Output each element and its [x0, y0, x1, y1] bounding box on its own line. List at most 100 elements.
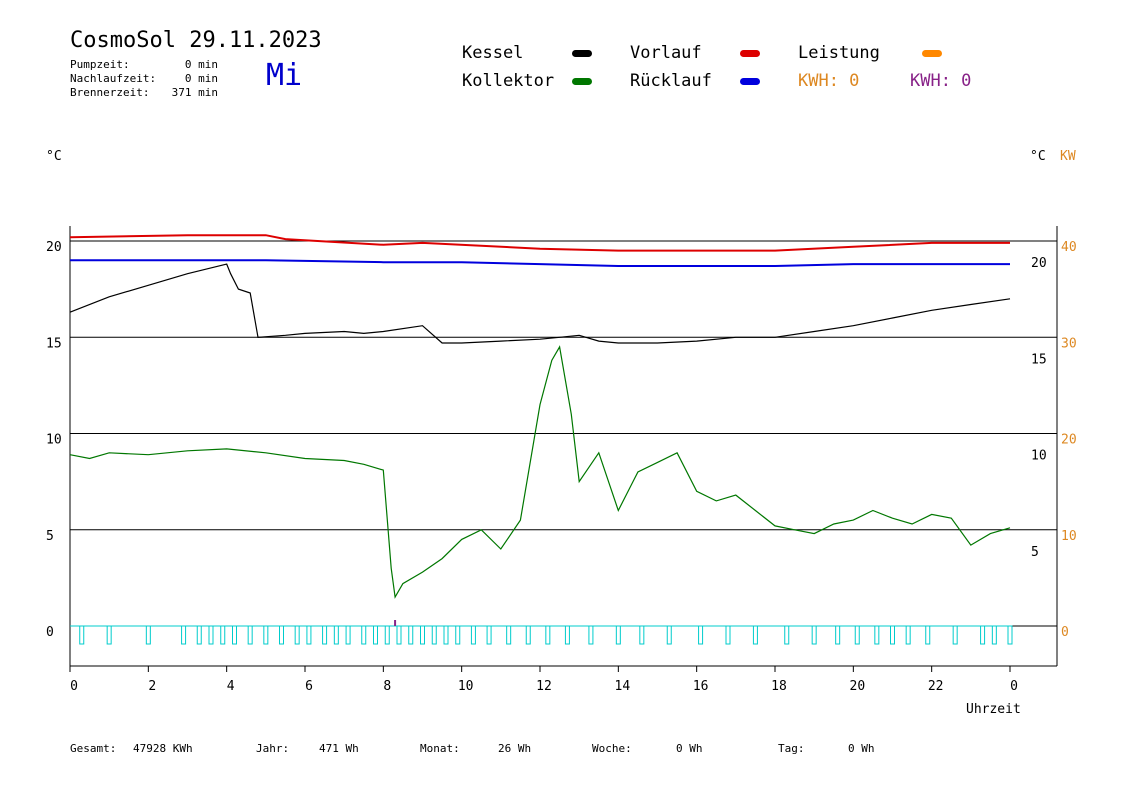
- y-left-tick-label: 0: [46, 625, 54, 640]
- x-tick-label: 20: [850, 679, 866, 694]
- left-axis-unit: °C: [46, 149, 62, 164]
- x-tick-label: 14: [615, 679, 631, 694]
- pump-pulse: [905, 625, 911, 645]
- legend-vorlauf-swatch: [740, 50, 760, 57]
- nachlaufzeit-value: 0 min: [184, 72, 218, 85]
- pump-pulse: [854, 625, 860, 645]
- pump-pulse: [384, 625, 390, 645]
- x-tick-label: 18: [771, 679, 787, 694]
- legend-ruecklauf-swatch: [740, 78, 760, 85]
- pump-pulse: [322, 625, 328, 645]
- pump-pulse: [79, 625, 85, 645]
- series-kollektor-line: [69, 345, 1011, 599]
- y-right-tick-label: 5: [1031, 545, 1039, 560]
- pump-pulse: [232, 625, 237, 645]
- pump-pulse: [811, 625, 817, 645]
- pump-pulse: [208, 625, 214, 645]
- x-tick-label: 12: [536, 679, 552, 694]
- legend-kessel-label: Kessel: [462, 43, 524, 63]
- legend-kollektor-label: Kollektor: [462, 71, 555, 91]
- legend-leistung-swatch: [922, 50, 942, 57]
- legend-ruecklauf-label: Rücklauf: [630, 71, 712, 91]
- pump-pulse: [145, 625, 151, 645]
- footer-gesamt-value: 47928 KWh: [133, 742, 193, 755]
- pump-pulse: [588, 625, 594, 645]
- y-right-tick-label: 10: [1031, 449, 1047, 464]
- pump-pulse: [545, 625, 551, 645]
- right-axis-unit-kw: KW: [1060, 149, 1076, 164]
- pump-pulse: [361, 625, 367, 645]
- footer-jahr-value: 471 Wh: [319, 742, 359, 755]
- legend-vorlauf-label: Vorlauf: [630, 43, 702, 63]
- footer-woche-value: 0 Wh: [676, 742, 703, 755]
- pump-pulse: [373, 625, 378, 645]
- legend-kwh-purple: KWH: 0: [910, 71, 972, 91]
- y-right-tick-label: 15: [1031, 352, 1047, 367]
- pump-pulse: [835, 625, 841, 645]
- pump-pulse: [396, 625, 402, 645]
- x-tick-label: 2: [148, 679, 156, 694]
- legend-kwh-orange: KWH: 0: [798, 71, 860, 91]
- legend-kessel-swatch: [572, 50, 592, 57]
- footer-gesamt-label: Gesamt:: [70, 742, 117, 755]
- pump-pulse: [345, 625, 351, 645]
- y-right-kw-tick-label: 10: [1061, 529, 1077, 544]
- weekday-label: Mi: [266, 58, 303, 93]
- pumpzeit-label: Pumpzeit:: [70, 58, 130, 71]
- y-right-tick-label: 20: [1031, 256, 1047, 271]
- chart-title: CosmoSol 29.11.2023: [70, 28, 322, 53]
- pump-pulse: [263, 625, 269, 645]
- pump-pulse: [181, 625, 187, 645]
- x-tick-label: 10: [458, 679, 474, 694]
- pump-pulse: [698, 625, 704, 645]
- pump-pulse: [333, 625, 339, 645]
- pump-pulse: [874, 625, 880, 645]
- pump-pulse: [443, 625, 449, 645]
- pump-pulse: [639, 625, 645, 645]
- x-tick-label: 22: [928, 679, 944, 694]
- footer-monat-label: Monat:: [420, 742, 460, 755]
- pump-pulse: [890, 625, 895, 645]
- series-vorlauf-line: [69, 234, 1010, 252]
- pump-pulse: [486, 625, 492, 645]
- pump-pulse: [564, 625, 570, 645]
- x-tick-label: 4: [227, 679, 235, 694]
- x-tick-label: 16: [693, 679, 709, 694]
- pump-pulse: [431, 625, 437, 645]
- pump-pulse: [925, 625, 931, 645]
- brennerzeit-label: Brennerzeit:: [70, 86, 150, 99]
- pump-pulse: [991, 625, 997, 645]
- x-tick-label: 0: [70, 679, 78, 694]
- pump-pulse: [106, 625, 112, 645]
- footer-woche-label: Woche:: [592, 742, 632, 755]
- pump-pulse: [525, 625, 531, 645]
- pump-pulse: [615, 625, 621, 645]
- pumpzeit-value: 0 min: [184, 58, 218, 71]
- pump-pulse: [666, 625, 672, 645]
- footer-tag-label: Tag:: [778, 742, 805, 755]
- pump-pulse: [455, 625, 461, 645]
- x-tick-label: 8: [383, 679, 391, 694]
- footer-tag-value: 0 Wh: [848, 742, 875, 755]
- pump-pulse: [784, 625, 790, 645]
- x-tick-label: 0: [1010, 679, 1018, 694]
- pump-pulse: [470, 625, 476, 645]
- y-left-tick-label: 15: [46, 336, 62, 351]
- right-axis-unit: °C: [1030, 149, 1046, 164]
- footer-jahr-label: Jahr:: [256, 742, 290, 755]
- series-kessel-line: [69, 263, 1011, 344]
- pump-pulse: [247, 625, 253, 645]
- pump-pulse: [279, 625, 284, 645]
- pump-pulse: [196, 625, 202, 645]
- pump-pulse: [294, 625, 300, 645]
- pump-pulse: [752, 625, 758, 645]
- pump-pulse: [506, 625, 512, 645]
- y-right-kw-tick-label: 0: [1061, 625, 1069, 640]
- pump-pulse: [952, 625, 958, 645]
- pump-pulse: [408, 625, 414, 645]
- brennerzeit-value: 371 min: [171, 86, 218, 99]
- series-ruecklauf-line: [70, 259, 1010, 267]
- nachlaufzeit-label: Nachlaufzeit:: [70, 72, 157, 85]
- y-left-tick-label: 20: [46, 240, 62, 255]
